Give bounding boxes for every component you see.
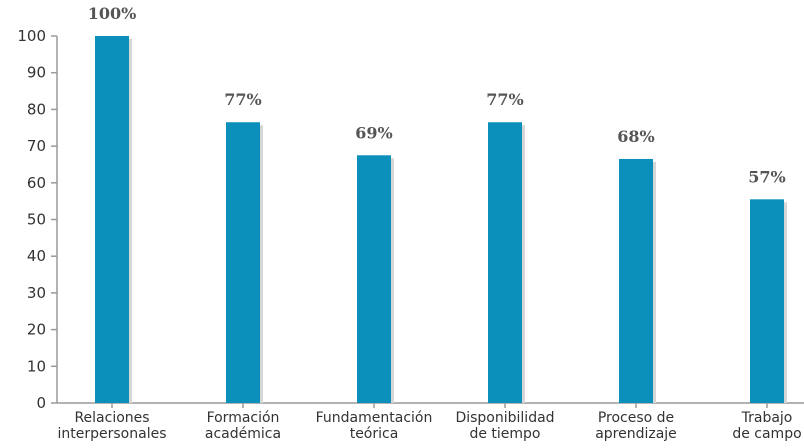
y-tick-label: 70 <box>27 137 46 155</box>
x-tick-label: Proceso de <box>598 410 674 426</box>
x-tick-label: aprendizaje <box>595 426 677 442</box>
y-tick-label: 40 <box>27 247 46 265</box>
y-tick-label: 80 <box>27 100 46 118</box>
y-tick-label: 100 <box>17 27 46 45</box>
y-tick-label: 0 <box>36 394 46 412</box>
chart-bars <box>95 36 787 404</box>
chart-axes: 0 10 20 30 40 50 60 70 80 90 100 <box>17 27 804 412</box>
y-tick-label: 10 <box>27 357 46 375</box>
bar <box>619 158 653 403</box>
x-tick-label: interpersonales <box>58 426 167 442</box>
data-label: 69% <box>355 123 392 142</box>
y-tick-label: 50 <box>27 211 46 229</box>
data-label: 57% <box>748 167 785 186</box>
x-tick-label: académica <box>205 426 281 442</box>
x-tick-label: teórica <box>350 426 399 442</box>
bar <box>488 122 522 404</box>
y-tick-label: 20 <box>27 321 46 339</box>
x-tick-label: Fundamentación <box>316 410 433 426</box>
x-tick-label: Trabajo <box>741 410 793 426</box>
y-tick-label: 90 <box>27 64 46 82</box>
bar <box>95 36 129 403</box>
x-tick-label: de tiempo <box>469 426 540 442</box>
bar <box>226 122 260 404</box>
bar <box>357 155 391 403</box>
data-label: 68% <box>617 127 654 146</box>
data-label: 100% <box>88 4 137 23</box>
x-tick-label: Disponibilidad <box>455 410 554 426</box>
data-label: 77% <box>486 90 523 109</box>
y-tick-label: 60 <box>27 174 46 192</box>
data-label: 77% <box>224 90 261 109</box>
x-tick-label: Formación <box>207 410 280 426</box>
y-tick-label: 30 <box>27 284 46 302</box>
bar <box>750 199 784 403</box>
x-tick-label: Relaciones <box>74 410 149 426</box>
x-tick-label: de campo <box>732 426 801 442</box>
